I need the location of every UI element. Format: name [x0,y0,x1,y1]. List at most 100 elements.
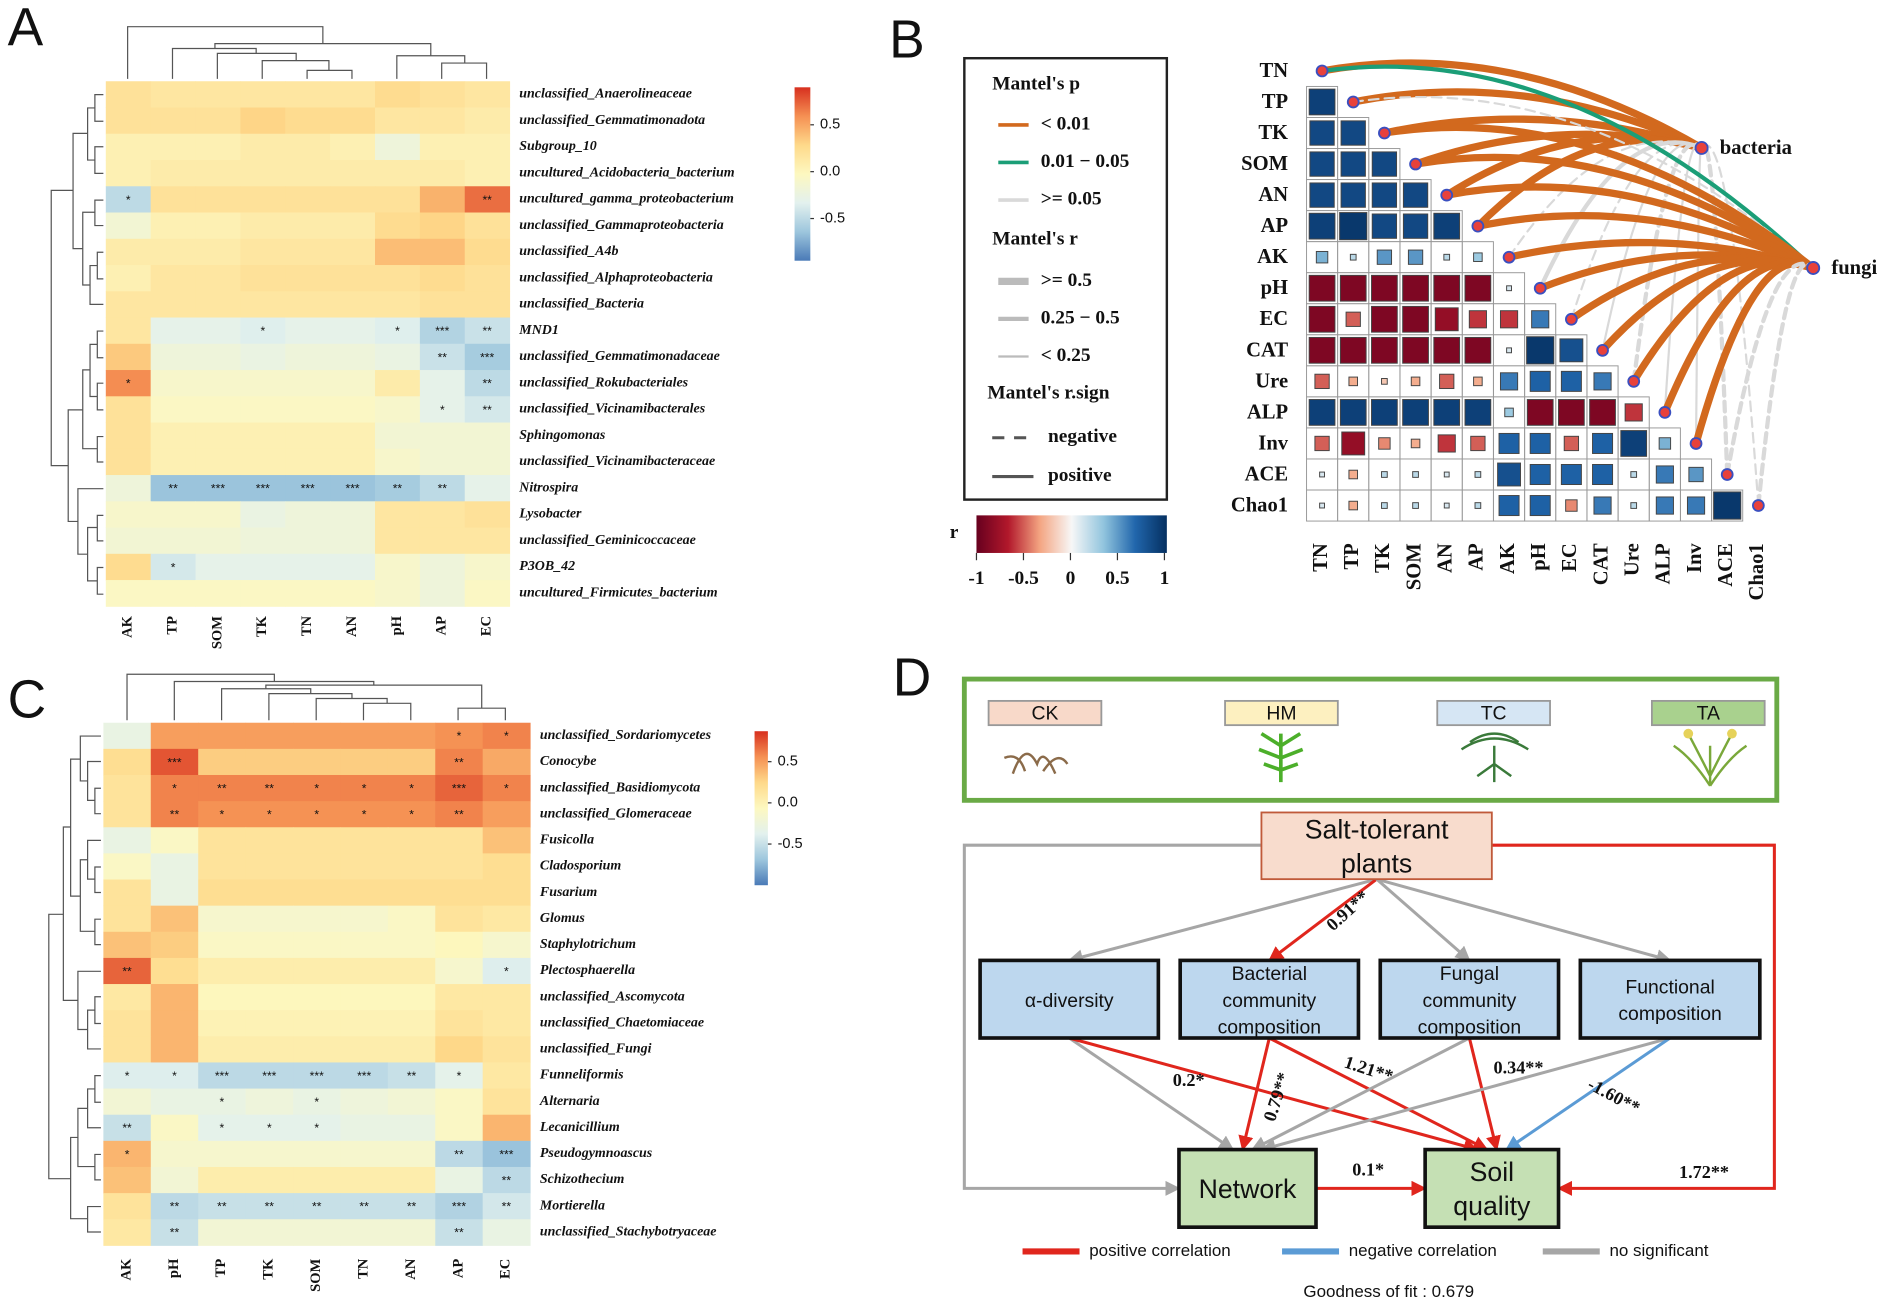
heatmap-cell [387,1062,436,1090]
heatmap-cell [340,1010,389,1037]
legend-label: negative [1048,426,1117,447]
path-edge [962,843,1262,1196]
heatmap-cell [293,1114,341,1142]
heatmap-cell [387,748,436,776]
heatmap-cell [198,853,247,881]
heatmap-cell [285,160,331,187]
heatmap-cell [103,1193,152,1220]
heatmap-cell [330,107,376,135]
correlation-square [1410,376,1421,387]
node-box [1578,958,1762,1040]
heatmap-cell [285,580,331,607]
correlation-square [1470,435,1486,452]
heatmap-cell [103,774,152,802]
correlation-square [1506,285,1512,292]
mantel-link [1474,212,1817,272]
heatmap-cell [195,133,241,161]
column-label: AN [1434,543,1456,573]
heatmap-cell [419,527,466,555]
row-label: unclassified_Sordariomycetes [540,728,711,743]
correlation-square [1529,495,1551,517]
correlation-square [1315,250,1329,264]
significance: * [220,1095,225,1109]
significance: *** [345,482,359,496]
column-label: Inv [1684,543,1706,573]
significance: ** [217,781,227,795]
correlation-square [1410,438,1421,449]
heatmap-cell [375,343,421,371]
heatmap-cell [482,984,531,1011]
heatmap-cell [330,238,376,266]
heatmap-cell [340,1193,389,1220]
path-edge [1376,877,1672,965]
heatmap-cell [150,722,199,750]
heatmap-cell [103,1219,152,1246]
row-label: unclassified_Bacteria [519,297,644,312]
significance: ** [170,808,180,822]
colorbar [976,515,1167,553]
heatmap-cell [435,748,484,776]
significance: *** [211,482,225,496]
node-box [1177,1147,1318,1229]
heatmap-cell [387,774,436,802]
row-label: unclassified_Vicinamibacterales [519,402,705,417]
significance: ** [454,1147,464,1161]
heatmap-cell [340,879,389,907]
significance: ** [407,1200,417,1214]
correlation-square [1309,120,1335,146]
correlation-square [1319,502,1325,509]
heatmap-cell [240,422,286,450]
row-label: P3OB_42 [519,559,575,574]
significance: *** [357,1069,371,1083]
correlation-square [1381,378,1388,385]
heatmap-cell [285,501,331,529]
row-label: AP [1261,215,1288,237]
variable-dot [1565,312,1578,326]
correlation-square [1658,437,1672,450]
heatmap-cell [419,475,466,502]
column-label: TK [254,615,270,637]
row-label: Staphylotrichum [540,937,636,952]
heatmap-cell [103,1010,152,1037]
significance: *** [256,482,270,496]
heatmap-cell [419,553,466,581]
heatmap-cell [195,238,241,266]
heatmap-cell [245,1193,294,1220]
heatmap-cell [482,1088,531,1116]
correlation-square [1531,310,1550,329]
path-coefficient: 0.2* [1173,1070,1205,1090]
node-label: Fungal [1440,963,1499,985]
heatmap-cell [435,1010,484,1037]
node-label: community [1222,990,1316,1012]
significance: * [457,1069,462,1083]
significance: ** [168,482,178,496]
node-label: Functional [1625,976,1714,998]
significance: * [409,808,414,822]
heatmap-cell [150,748,199,776]
heatmap-cell [150,133,197,161]
correlation-square [1402,182,1429,208]
legend-label: 0.25 − 0.5 [1041,307,1120,328]
heatmap-cell [240,343,286,371]
significance: * [409,781,414,795]
colorbar-tick-label: 0 [1066,568,1076,589]
heatmap-cell [195,291,241,319]
colorbar-tick-label: 0.5 [778,754,798,770]
heatmap-cell [105,448,152,476]
correlation-square [1402,274,1429,302]
heatmap-cell [245,1088,294,1116]
node-label: plants [1341,848,1412,878]
heatmap-cell [387,984,436,1011]
heatmap-cell [285,343,331,371]
significance: *** [480,350,494,364]
heatmap-cell [293,931,341,959]
heatmap-cell [435,905,484,933]
significance: *** [262,1069,276,1083]
correlation-square [1339,212,1368,241]
group-box [1224,699,1339,727]
heatmap-cell [195,265,241,292]
heatmap-cell [150,265,197,292]
heatmap-cell [245,853,294,881]
correlation-square [1308,212,1336,240]
correlation-square [1474,502,1482,509]
